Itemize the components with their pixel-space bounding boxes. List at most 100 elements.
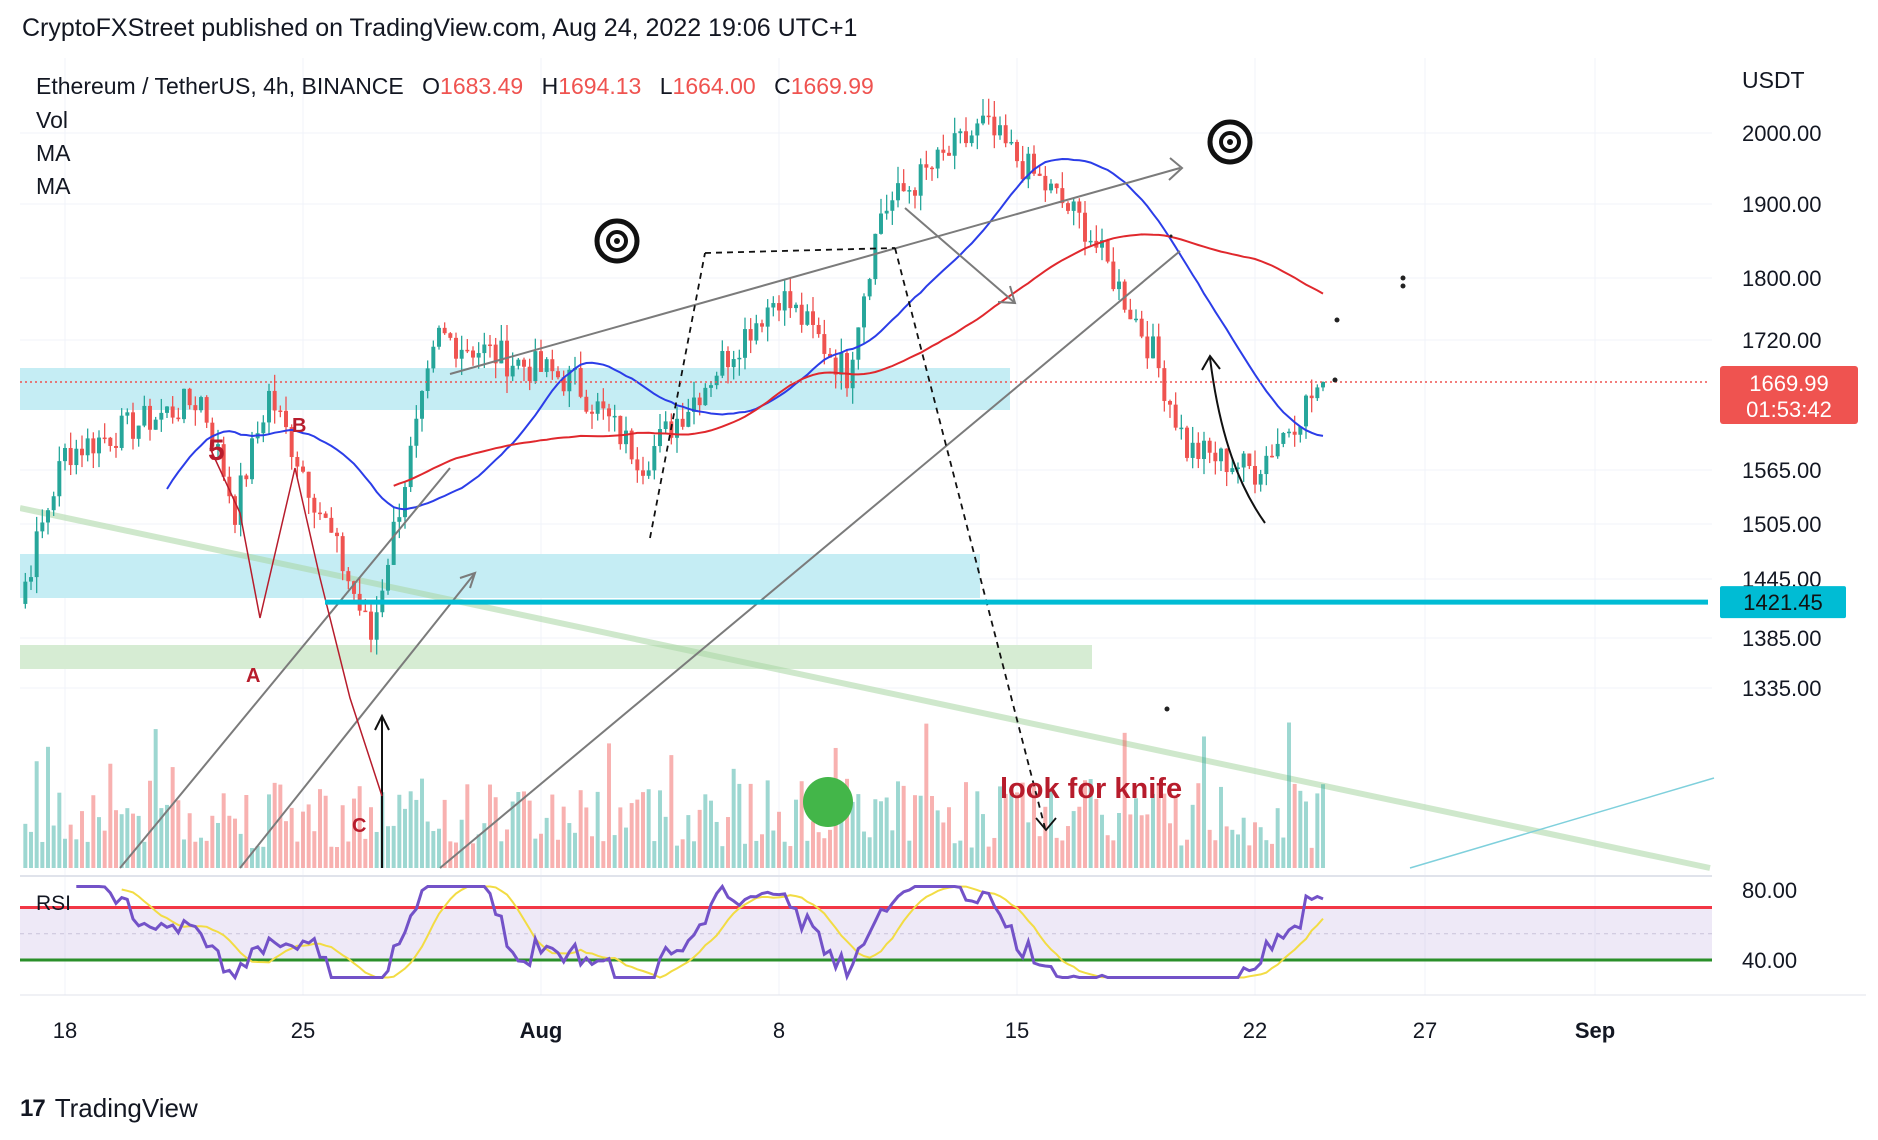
footer-brand[interactable]: 17 TradingView	[20, 1093, 198, 1124]
volume-bar	[992, 837, 997, 868]
volume-bar	[244, 795, 249, 868]
price-chart[interactable]: 5 B A C look for knife RSI Ethereum / Te…	[19, 58, 1866, 1073]
price-axis[interactable]: USDT 2000.00 1900.00 1800.00 1720.00 1565.00…	[1742, 67, 1822, 701]
candle-body	[1196, 442, 1201, 459]
candle-body	[1026, 153, 1031, 180]
candle-body	[108, 437, 113, 446]
candle-body	[714, 375, 719, 386]
candle-body	[74, 448, 79, 466]
candle-body	[272, 390, 277, 411]
volume-bar	[867, 837, 872, 868]
legend-timeframe: 4h	[263, 73, 289, 99]
legend: Ethereum / TetherUS, 4h, BINANCE O1683.4…	[36, 73, 874, 199]
candle-body	[278, 410, 283, 412]
candle-body	[1128, 309, 1133, 320]
volume-bar	[227, 815, 232, 868]
target-icon-right	[1207, 119, 1253, 165]
candle-body	[697, 397, 702, 406]
volume-bar	[595, 791, 600, 868]
volume-bar	[760, 834, 764, 868]
arrow-head-mid	[459, 571, 477, 589]
volume-bar	[607, 743, 611, 868]
volume-bar	[159, 808, 164, 868]
candle-body	[29, 577, 33, 582]
candle-body	[454, 337, 458, 359]
candle-body	[879, 213, 883, 234]
y-tick-label: 1565.00	[1742, 458, 1822, 483]
candle-body	[1281, 432, 1286, 444]
y-tick-label: 1900.00	[1742, 192, 1822, 217]
candle-body	[629, 430, 634, 460]
volume-bar	[1202, 736, 1206, 868]
volume-bar	[40, 841, 45, 868]
volume-bar	[516, 792, 521, 868]
volume-bar	[119, 814, 124, 868]
candle-body	[369, 611, 373, 640]
currency-label: USDT	[1742, 67, 1805, 93]
candle-body	[958, 131, 963, 134]
volume-bar	[425, 821, 430, 868]
candle-body	[709, 385, 713, 388]
volume-bar	[907, 840, 912, 868]
candle-body	[465, 349, 470, 352]
volume-bar	[771, 830, 776, 868]
candle-body	[80, 448, 84, 456]
candle-body	[142, 405, 147, 426]
candle-body	[318, 512, 322, 515]
volume-bar	[165, 804, 169, 868]
volume-bar	[567, 823, 572, 868]
volume-bar	[221, 793, 226, 868]
volume-bar	[1043, 806, 1048, 868]
last-price-badge[interactable]: 1669.99 01:53:42	[1720, 365, 1858, 424]
candle-body	[782, 291, 787, 311]
volume-bar	[23, 823, 28, 868]
volume-bar	[1207, 829, 1212, 868]
volume-bar	[1134, 798, 1138, 868]
volume-bar	[669, 755, 674, 868]
candle-body	[1219, 448, 1223, 462]
volume-bar	[148, 780, 152, 868]
dashed-flat	[704, 247, 896, 254]
wave-path-c	[319, 577, 383, 797]
candle-body	[862, 296, 866, 328]
time-axis[interactable]: 18 25 Aug 8 15 22 27 Sep	[53, 1018, 1615, 1043]
candle-body	[692, 397, 696, 412]
last-price-value: 1669.99	[1749, 371, 1829, 396]
chart-area[interactable]: 5 B A C look for knife RSI Ethereum / Te…	[19, 58, 1866, 1073]
volume-bar	[635, 799, 640, 868]
candle-body	[1049, 183, 1053, 191]
volume-bar	[969, 847, 974, 868]
grid-lines	[20, 58, 1712, 995]
volume-bar	[1151, 793, 1155, 868]
candle-body	[233, 496, 237, 525]
volume-bar	[794, 799, 798, 868]
candle-body	[975, 123, 980, 136]
candle-body	[306, 471, 311, 498]
candle-body	[442, 327, 447, 334]
volume-bar	[1032, 785, 1036, 868]
candle-body	[97, 437, 101, 454]
candle-body	[1185, 427, 1189, 458]
candle-body	[391, 521, 396, 565]
volume-bar	[663, 816, 668, 868]
volume-bar	[1139, 815, 1144, 868]
volume-bar	[182, 839, 186, 868]
volume-bar	[1224, 826, 1229, 868]
channel-line-top	[449, 167, 1181, 375]
volume-bar	[1088, 779, 1093, 868]
volume-bar	[420, 778, 424, 868]
candle-body	[250, 438, 254, 480]
volume-bar	[1179, 845, 1184, 868]
x-tick-label: 18	[53, 1018, 77, 1043]
volume-bar	[601, 841, 606, 868]
volume-bar	[142, 841, 147, 868]
legend-c-label: C	[774, 73, 791, 99]
candle-body	[57, 461, 62, 497]
candle-body	[119, 415, 124, 448]
volume-bar	[1049, 788, 1053, 868]
candle-body	[1304, 395, 1308, 427]
candle-body	[227, 476, 232, 497]
volume-bar	[34, 761, 39, 868]
level-badge[interactable]: 1421.45	[1720, 586, 1846, 619]
volume-bars	[23, 722, 1325, 868]
